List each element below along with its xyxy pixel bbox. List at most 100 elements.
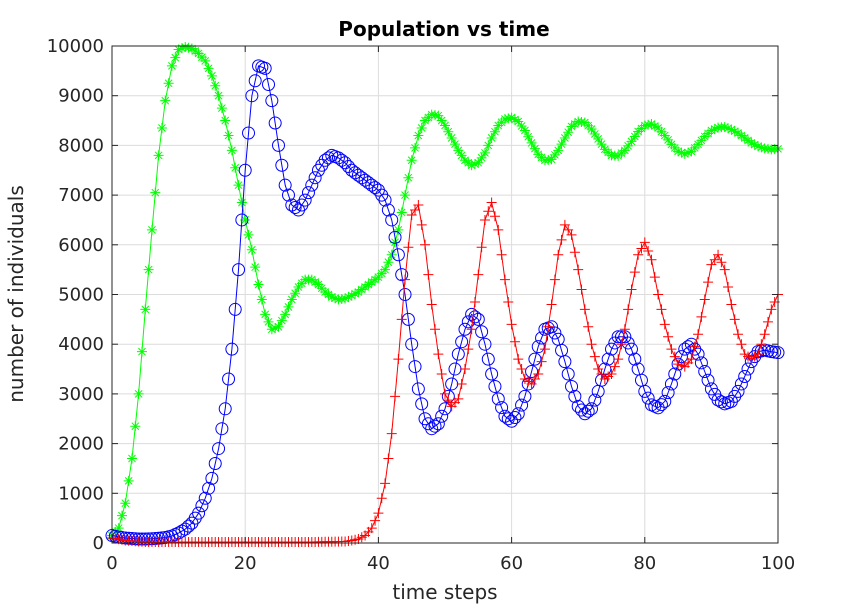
circle-marker — [368, 181, 382, 195]
plus-marker — [663, 331, 674, 342]
plus-marker — [493, 224, 504, 235]
circle-marker — [515, 398, 529, 412]
circle-marker — [228, 302, 242, 316]
plus-marker — [459, 364, 470, 375]
circle-marker — [485, 367, 499, 381]
circle-marker — [671, 357, 685, 371]
plus-marker — [606, 369, 617, 380]
plus-marker — [736, 339, 747, 350]
y-tick-label: 9000 — [58, 86, 104, 107]
asterisk-marker — [216, 103, 227, 114]
asterisk-marker — [436, 115, 447, 126]
asterisk-marker — [639, 120, 650, 131]
plus-marker — [486, 197, 497, 208]
y-tick-label: 0 — [93, 533, 104, 554]
plus-marker — [723, 282, 734, 293]
plus-marker — [656, 304, 667, 315]
asterisk-marker — [483, 140, 494, 151]
plus-marker — [549, 274, 560, 285]
series-asterisk — [107, 41, 783, 541]
plus-marker — [756, 339, 767, 350]
asterisk-marker — [756, 142, 767, 153]
circle-marker — [285, 198, 299, 212]
asterisk-marker — [160, 95, 171, 106]
y-tick-label: 3000 — [58, 384, 104, 405]
circle-marker — [272, 138, 285, 152]
x-tick-label: 60 — [500, 553, 523, 574]
asterisk-marker — [393, 224, 404, 235]
plus-marker — [476, 242, 487, 253]
plus-marker — [403, 242, 414, 253]
asterisk-marker — [556, 139, 567, 150]
asterisk-marker — [523, 131, 534, 142]
asterisk-marker — [306, 274, 317, 285]
circle-marker — [661, 386, 675, 400]
asterisk-marker — [596, 139, 607, 150]
asterisk-marker — [130, 421, 141, 432]
circle-marker — [225, 342, 239, 356]
circle-marker — [298, 193, 312, 207]
plus-marker — [376, 493, 387, 504]
asterisk-marker — [586, 123, 597, 134]
plus-marker — [456, 378, 467, 389]
circle-marker — [405, 337, 419, 351]
asterisk-marker — [113, 523, 124, 534]
asterisk-marker — [323, 289, 334, 300]
circle-marker — [415, 397, 429, 411]
plus-marker — [440, 388, 450, 399]
circle-marker — [385, 213, 399, 227]
plus-marker — [666, 344, 677, 355]
plus-marker — [573, 264, 584, 275]
asterisk-marker — [210, 80, 221, 91]
asterisk-marker — [223, 130, 234, 141]
asterisk-marker — [410, 142, 421, 153]
asterisk-marker — [396, 207, 407, 218]
circle-marker — [611, 330, 625, 344]
x-tick-label: 40 — [367, 553, 390, 574]
asterisk-marker — [156, 123, 167, 134]
asterisk-marker — [723, 123, 734, 134]
plus-marker — [613, 354, 624, 365]
asterisk-marker — [290, 288, 301, 299]
asterisk-marker — [433, 110, 444, 121]
asterisk-marker — [443, 126, 454, 137]
plus-marker — [699, 294, 710, 305]
asterisk-marker — [593, 133, 604, 144]
plus-marker — [546, 299, 557, 310]
asterisk-marker — [736, 130, 747, 141]
circle-marker — [321, 151, 335, 165]
plus-marker — [366, 523, 377, 534]
circle-marker — [245, 89, 259, 103]
plus-marker — [763, 316, 774, 327]
asterisk-marker — [143, 264, 154, 275]
plus-marker — [579, 304, 590, 315]
x-axis-ticks: 0 20 40 60 80 100 — [106, 46, 795, 574]
asterisk-marker — [150, 187, 161, 198]
asterisk-marker — [320, 287, 331, 298]
plus-marker — [386, 428, 397, 439]
plus-marker — [396, 314, 407, 325]
plus-marker — [716, 257, 727, 268]
asterisk-marker — [673, 146, 684, 157]
circle-marker — [664, 377, 678, 391]
asterisk-marker — [509, 114, 520, 125]
plus-marker — [636, 243, 647, 254]
asterisk-marker — [350, 288, 361, 299]
asterisk-marker — [629, 131, 640, 142]
plus-marker — [633, 249, 644, 260]
asterisk-marker — [360, 282, 371, 293]
plus-marker — [466, 324, 477, 335]
circle-marker — [345, 163, 359, 177]
y-tick-label: 8000 — [58, 135, 104, 156]
plus-marker — [589, 351, 600, 362]
asterisk-marker — [659, 130, 670, 141]
circle-marker — [235, 213, 249, 227]
asterisk-marker — [566, 121, 577, 132]
circle-marker — [192, 506, 206, 520]
plus-marker — [686, 354, 697, 365]
asterisk-marker — [240, 214, 251, 225]
plus-marker — [380, 478, 391, 489]
plus-marker — [536, 356, 547, 367]
plus-marker — [479, 214, 490, 225]
chart-title: Population vs time — [338, 17, 549, 41]
